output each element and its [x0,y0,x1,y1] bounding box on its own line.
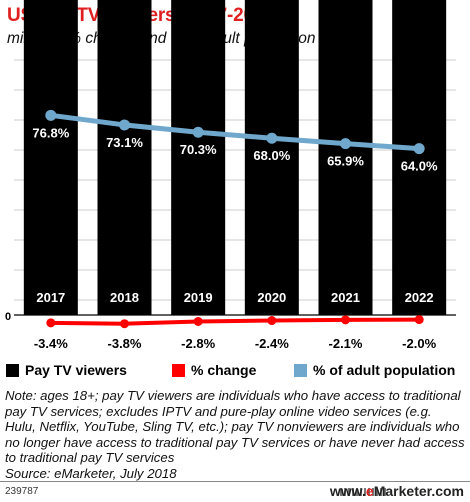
chart-subtitle: millions, % change and % of adult popula… [7,30,316,47]
point-adult-population-2021 [340,138,351,150]
point-change-2018 [120,319,129,329]
point-change-2022 [414,315,424,325]
year-label-2019: 2019 [184,290,213,305]
point-adult-population-2022 [413,143,425,155]
logo-e: e [365,483,374,499]
year-label-2021: 2021 [331,290,360,305]
bar-2021 [318,0,373,315]
label-change-2017: -3.4% [34,336,68,351]
year-label-2018: 2018 [110,290,139,305]
series-line-change [50,317,420,326]
label-adult-population-2020: 68.0% [253,148,290,163]
point-change-2017 [46,318,56,328]
label-adult-population-2019: 70.3% [180,142,217,157]
legend-swatch-adult-pop [294,363,307,377]
source-text: Source: eMarketer, July 2018 [5,465,177,481]
point-adult-population-2018 [119,119,130,131]
legend-item-adult-pop: % of adult population [294,362,455,378]
label-adult-population-2017: 76.8% [32,125,69,140]
point-adult-population-2017 [45,109,57,121]
legend: Pay TV viewers % change % of adult popul… [0,362,470,380]
point-adult-population-2020 [266,132,278,144]
year-label-2017: 2017 [36,290,65,305]
label-change-2019: -2.8% [181,336,215,351]
legend-item-pay-tv: Pay TV viewers [6,362,127,378]
legend-swatch-pay-tv [6,363,19,377]
logo-prefix: www. [329,483,366,499]
logo-suffix: .com [431,483,464,499]
legend-label-adult-pop: % of adult population [313,362,456,378]
footer: 239787 www.eMarketer.com [0,481,470,502]
legend-item-change: % change [172,362,256,378]
label-adult-population-2022: 64.0% [401,159,438,174]
point-change-2021 [341,315,350,325]
series-line-adult-population [50,112,420,152]
zero-axis-label: 0 [5,311,11,323]
emarketer-logo: www.eMarketer.com [330,483,464,499]
chart-note: Note: ages 18+; pay TV viewers are indiv… [5,388,465,482]
legend-label-pay-tv: Pay TV viewers [25,362,127,378]
label-change-2021: -2.1% [329,336,363,351]
chart-plot: 194.22017186.72018181.42019177.12020173.… [5,0,456,351]
point-adult-population-2019 [192,126,204,138]
label-change-2022: -2.0% [402,336,436,351]
legend-swatch-change [172,363,185,377]
label-adult-population-2021: 65.9% [327,154,364,169]
point-change-2020 [267,316,277,326]
logo-rest: Marketer [373,483,432,499]
bar-2018 [97,0,152,316]
point-change-2019 [193,316,203,326]
year-label-2020: 2020 [257,290,286,305]
bar-2017 [23,0,78,316]
note-text: Note: ages 18+; pay TV viewers are indiv… [5,388,465,466]
label-adult-population-2018: 73.1% [106,135,143,150]
footer-stripes [340,488,386,496]
legend-label-change: % change [191,362,257,378]
chart-id: 239787 [5,486,39,497]
label-change-2018: -3.8% [108,336,142,351]
bar-2019 [171,0,226,315]
bar-2020 [244,0,299,316]
label-change-2020: -2.4% [255,336,289,351]
year-label-2022: 2022 [405,290,434,305]
bar-2022 [392,0,447,315]
